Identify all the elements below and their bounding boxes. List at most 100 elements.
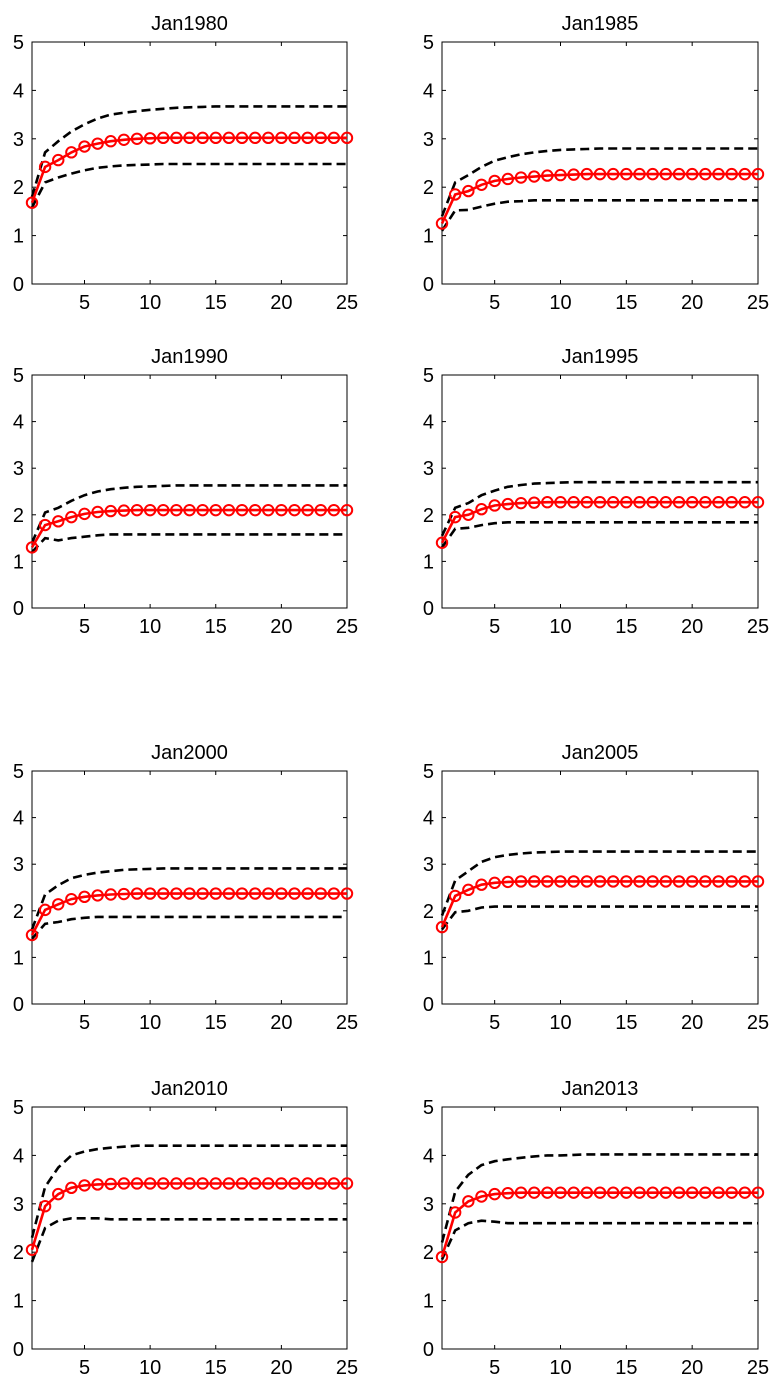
x-tick-label: 20 xyxy=(270,292,292,314)
x-tick-label: 25 xyxy=(336,1012,358,1034)
subplot-title: Jan2000 xyxy=(151,742,228,764)
series-estimate-point xyxy=(196,887,209,900)
series-estimate-point xyxy=(527,875,541,888)
y-tick-label: 0 xyxy=(13,994,24,1016)
series-estimate-point xyxy=(620,167,633,181)
series-estimate-point xyxy=(646,875,659,888)
series-estimate-point xyxy=(646,167,659,181)
y-tick-label: 1 xyxy=(13,226,24,248)
series-estimate-point xyxy=(699,496,712,509)
series-estimate-point xyxy=(620,1186,633,1199)
series-estimate-point xyxy=(659,1186,673,1199)
y-tick-label: 5 xyxy=(13,365,24,387)
x-tick-label: 25 xyxy=(747,1357,769,1379)
y-tick-label: 5 xyxy=(423,32,434,54)
y-tick-label: 4 xyxy=(13,80,24,102)
series-estimate-point xyxy=(275,1177,288,1190)
series-estimate-point xyxy=(606,875,620,888)
series-lower-line xyxy=(440,1219,758,1261)
subplot-5: Jan2000 0 1 2 3 4 5 5 10 15 20 25 xyxy=(13,742,358,1034)
series-estimate-point xyxy=(567,1186,580,1199)
y-tick-label: 3 xyxy=(423,854,434,876)
series-estimate-point xyxy=(65,146,78,159)
series-estimate-point xyxy=(580,167,594,181)
series-estimate-point xyxy=(725,875,738,888)
series-estimate-point xyxy=(222,887,236,900)
series-upper-line xyxy=(440,1153,758,1243)
series-estimate-point xyxy=(314,503,327,517)
series-estimate-point xyxy=(475,503,488,516)
series-estimate-point xyxy=(541,875,554,888)
y-tick-label: 5 xyxy=(423,761,434,783)
series-estimate-point xyxy=(514,875,528,888)
series-estimate-point xyxy=(593,875,607,888)
series-estimate-point xyxy=(646,496,659,509)
y-tick-label: 2 xyxy=(13,177,24,199)
series-estimate-point xyxy=(143,1177,157,1190)
y-tick-label: 2 xyxy=(13,901,24,923)
series-estimate-point xyxy=(340,1177,354,1190)
subplot-6: Jan2005 0 1 2 3 4 5 5 10 15 20 25 xyxy=(423,742,769,1034)
y-tick-label: 2 xyxy=(13,1242,24,1264)
x-tick-label: 25 xyxy=(336,1357,358,1379)
series-estimate-line xyxy=(440,172,758,225)
y-tick-label: 0 xyxy=(13,274,24,296)
series-estimate-point xyxy=(685,1186,699,1199)
y-tick-label: 4 xyxy=(13,808,24,830)
series-estimate-point xyxy=(25,541,39,554)
series-estimate-point xyxy=(222,1177,236,1190)
series-estimate-point xyxy=(340,131,354,145)
x-tick-label: 5 xyxy=(79,1357,90,1379)
series-lower-line xyxy=(30,162,347,209)
series-estimate-point xyxy=(685,496,699,509)
series-estimate-point xyxy=(593,496,607,509)
series-estimate-point xyxy=(209,887,222,900)
subplot-title: Jan1985 xyxy=(562,13,639,35)
x-tick-label: 5 xyxy=(79,1012,90,1034)
subplot-1: Jan1980 0 1 2 3 4 5 5 10 15 20 25 xyxy=(13,13,358,314)
series-estimate-line xyxy=(30,892,347,936)
x-tick-label: 5 xyxy=(489,1357,500,1379)
series-estimate-point xyxy=(25,928,39,942)
series-estimate-point xyxy=(488,174,501,188)
series-estimate-point xyxy=(646,1186,659,1199)
series-estimate-point xyxy=(327,503,341,517)
series-estimate-point xyxy=(52,1187,65,1201)
series-estimate-point xyxy=(314,887,327,900)
x-tick-label: 10 xyxy=(139,616,161,638)
y-tick-label: 1 xyxy=(423,226,434,248)
series-estimate-point xyxy=(248,503,262,517)
series-estimate-point xyxy=(117,504,131,517)
series-upper-line xyxy=(30,105,347,198)
y-tick-label: 3 xyxy=(423,1194,434,1216)
series-estimate-point xyxy=(38,1200,52,1213)
series-estimate-point xyxy=(65,510,78,524)
series-estimate-point xyxy=(699,875,712,888)
series-upper-line xyxy=(30,867,347,930)
series-estimate-point xyxy=(52,898,65,911)
series-upper-line xyxy=(440,480,758,537)
series-estimate-point xyxy=(209,503,222,517)
series-estimate-point xyxy=(554,1186,567,1199)
y-tick-label: 5 xyxy=(423,1097,434,1119)
series-estimate-point xyxy=(685,167,699,181)
y-tick-label: 1 xyxy=(13,551,24,573)
series-estimate-point xyxy=(672,496,686,509)
series-lower-line xyxy=(31,915,347,940)
series-estimate-point xyxy=(235,131,249,145)
series-estimate-point xyxy=(275,887,288,900)
x-tick-label: 20 xyxy=(270,1012,292,1034)
series-estimate-line xyxy=(30,136,347,204)
series-estimate-point xyxy=(501,875,515,889)
y-tick-label: 0 xyxy=(423,598,434,620)
subplot-3: Jan1990 0 1 2 3 4 5 5 10 15 20 25 xyxy=(13,346,358,638)
series-estimate-point xyxy=(209,131,222,145)
series-estimate-point xyxy=(38,903,52,917)
series-estimate-point xyxy=(633,875,646,888)
series-estimate-point xyxy=(672,1186,686,1199)
series-estimate-point xyxy=(143,132,157,145)
subplot-7: Jan2010 0 1 2 3 4 5 5 10 15 20 25 xyxy=(13,1078,358,1379)
y-tick-label: 0 xyxy=(13,598,24,620)
series-estimate-point xyxy=(301,503,314,517)
series-estimate-point xyxy=(262,1177,275,1190)
